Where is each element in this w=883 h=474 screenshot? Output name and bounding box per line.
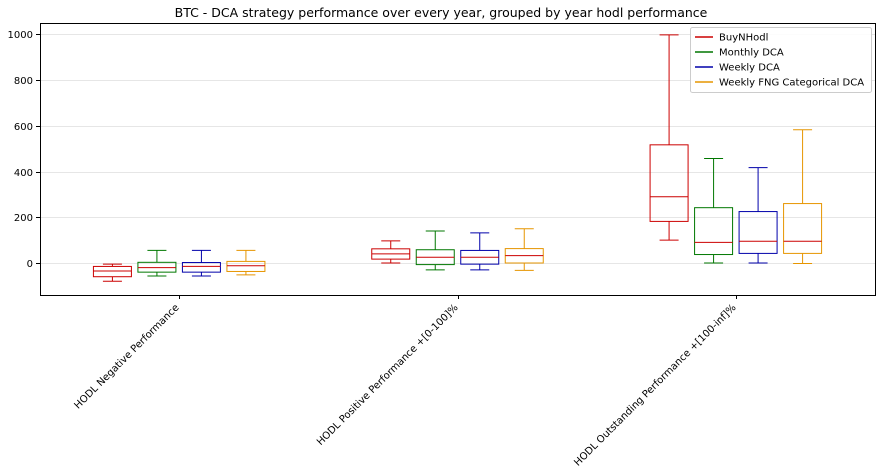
box-plot <box>181 249 221 277</box>
legend-item: Weekly FNG Categorical DCA <box>695 78 864 89</box>
box-iqr <box>783 203 823 254</box>
y-tick-label: 1000 <box>8 30 33 41</box>
legend-label: Weekly FNG Categorical DCA <box>719 78 864 89</box>
box-plot <box>137 249 177 277</box>
y-tick-label: 400 <box>14 168 33 179</box>
legend-frame <box>690 27 872 93</box>
box-plot <box>694 158 734 264</box>
box-plot <box>504 228 544 271</box>
legend-item: Monthly DCA <box>695 48 784 59</box>
legend: BuyNHodl Monthly DCA Weekly DCA Weekly FNG … <box>690 27 872 93</box>
box-iqr <box>92 265 132 278</box>
box-iqr <box>181 262 221 273</box>
y-tick-label: 0 <box>27 259 33 270</box>
box-plot <box>738 167 778 264</box>
legend-item: Weekly DCA <box>695 63 780 74</box>
box-iqr <box>226 260 266 272</box>
box-plot <box>371 240 411 264</box>
box-plot <box>649 34 689 241</box>
legend-item: BuyNHodl <box>695 33 768 44</box>
y-tick-label: 600 <box>14 122 33 133</box>
y-axis: 0 200 400 600 800 1000 <box>8 30 40 270</box>
box-plot <box>92 263 132 282</box>
box-iqr <box>649 144 689 222</box>
box-plot <box>226 249 266 276</box>
box-iqr <box>738 211 778 254</box>
legend-label: Monthly DCA <box>719 48 784 59</box>
chart-title: BTC - DCA strategy performance over ever… <box>175 5 708 20</box>
y-tick-label: 200 <box>14 213 33 224</box>
box-plot <box>415 230 455 271</box>
y-tick-label: 800 <box>14 76 33 87</box>
box-plot <box>460 232 500 271</box>
box-plot <box>783 129 823 264</box>
legend-label: Weekly DCA <box>719 63 780 74</box>
legend-label: BuyNHodl <box>719 33 768 44</box>
box-iqr <box>694 207 734 256</box>
box-plots <box>92 34 823 282</box>
